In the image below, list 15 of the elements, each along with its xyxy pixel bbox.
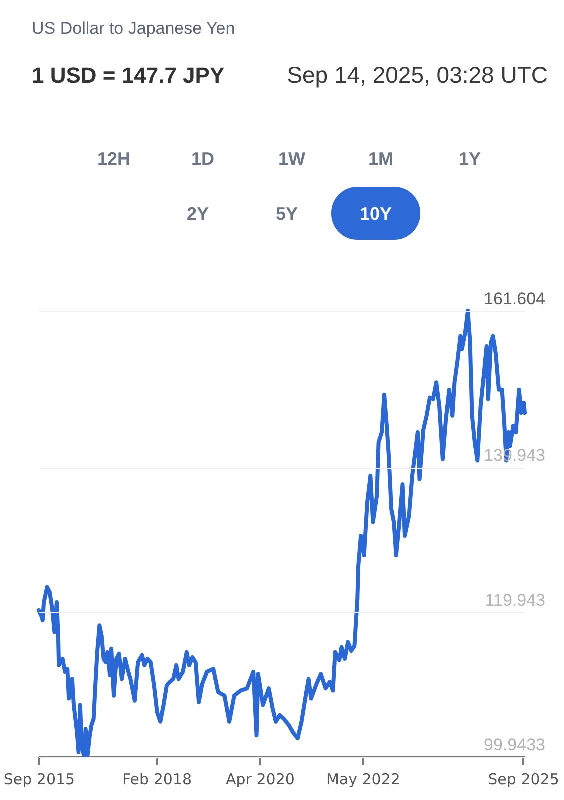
text: 1D [191, 149, 215, 169]
text: Sep 14, 2025, 03:28 UTC [287, 62, 548, 88]
text: 10Y [360, 204, 392, 224]
text: 2Y [186, 204, 210, 224]
text: 12H [97, 149, 131, 169]
y-tick-label: 161.604 [484, 290, 546, 308]
text: 1Y [458, 149, 482, 169]
y-tick-label: 119.943 [485, 590, 546, 610]
y-tick-label: 99.9433 [484, 736, 546, 754]
chart-subtitle: 1 USD = 147.7 JPY [32, 63, 225, 88]
x-tick-label: Feb 2018 [122, 770, 192, 788]
chart-title: US Dollar to Japanese Yen [32, 19, 236, 38]
text: 1M [368, 149, 394, 169]
text: 1W [278, 149, 306, 169]
text: 5Y [276, 204, 298, 224]
